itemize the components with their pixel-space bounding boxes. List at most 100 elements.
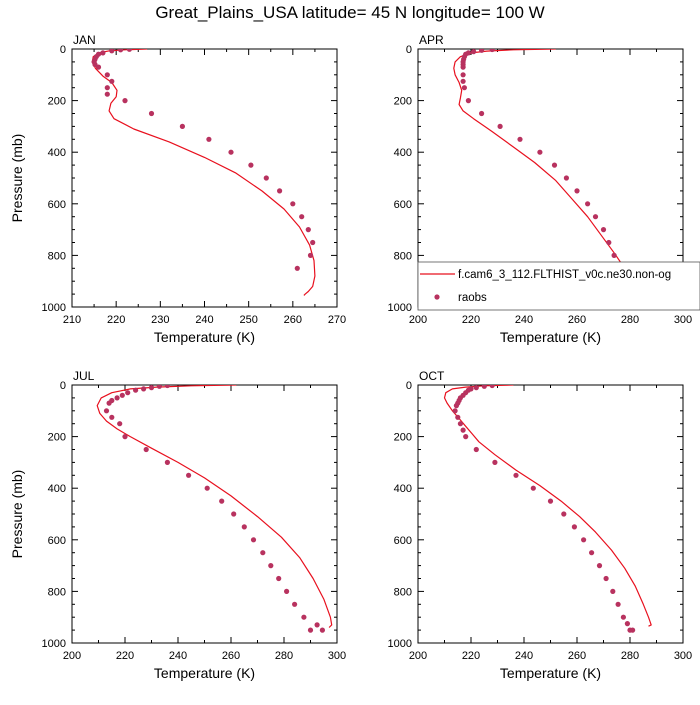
- oct-x-tick-label: 220: [462, 650, 480, 662]
- jan-obs-point: [206, 136, 212, 142]
- jul-obs-point: [307, 627, 314, 633]
- jan-x-axis-label: Temperature (K): [154, 329, 255, 345]
- jul-obs-point: [114, 395, 120, 401]
- oct-data-layer: [443, 385, 652, 633]
- oct-obs-point: [463, 434, 469, 440]
- oct-panel-title: OCT: [419, 369, 445, 383]
- jul-obs-point: [109, 414, 115, 420]
- oct-obs-point: [610, 588, 616, 595]
- jul-y-tick-label: 600: [48, 535, 66, 547]
- jul-obs-point: [241, 524, 247, 530]
- apr-obs-point: [489, 49, 495, 53]
- jan-obs-point: [179, 123, 185, 129]
- apr-obs-point: [471, 49, 477, 55]
- jul-obs-point: [148, 385, 155, 391]
- jul-obs-point: [301, 614, 307, 620]
- apr-x-tick-label: 300: [674, 314, 692, 326]
- jan-obs-point: [95, 64, 102, 70]
- jul-obs-point: [164, 459, 170, 465]
- apr-model-line: [453, 49, 638, 295]
- apr-obs-point: [600, 227, 607, 233]
- jan-obs-point: [109, 49, 115, 54]
- apr-data-layer: [453, 49, 638, 297]
- jul-obs-point: [125, 390, 131, 396]
- jan-data-layer: [91, 49, 316, 296]
- jan-x-tick-label: 220: [107, 314, 125, 326]
- jul-obs-point: [231, 511, 237, 517]
- oct-obs-point: [473, 385, 479, 391]
- panel-oct: 200 220 240 260 280 300 0 200 400 600 800 1000 OCT Te…: [388, 369, 693, 681]
- apr-obs-point: [497, 123, 503, 129]
- jul-y-tick-label: 200: [48, 432, 66, 444]
- jan-x-tick-label: 230: [151, 314, 169, 326]
- apr-obs-point: [461, 85, 467, 91]
- oct-y-tick-label: 0: [406, 380, 412, 392]
- apr-obs-point: [585, 201, 591, 207]
- oct-y-tick-label: 1000: [388, 638, 412, 650]
- oct-obs-point: [624, 621, 631, 627]
- jan-obs-point: [126, 49, 132, 52]
- apr-obs-point: [563, 175, 570, 181]
- legend: f.cam6_3_112.FLTHIST_v0c.ne30.non-ograob…: [417, 261, 700, 311]
- oct-obs-point: [571, 524, 578, 530]
- apr-obs-point: [551, 162, 558, 168]
- oct-y-tick-label: 600: [394, 535, 412, 547]
- jul-x-tick-label: 280: [275, 650, 293, 662]
- jul-y-axis-label: Pressure (mb): [9, 470, 25, 559]
- jan-obs-point: [104, 85, 110, 91]
- jan-obs-point: [148, 110, 155, 117]
- jul-obs-point: [103, 408, 110, 414]
- oct-x-axis-label: Temperature (K): [500, 665, 601, 681]
- jan-model-line: [91, 49, 316, 296]
- apr-obs-point: [592, 214, 599, 220]
- apr-obs-point: [460, 78, 466, 84]
- jan-x-tick-label: 260: [284, 314, 302, 326]
- apr-y-tick-label: 800: [394, 250, 412, 262]
- jul-obs-point: [164, 385, 170, 389]
- apr-x-axis-label: Temperature (K): [500, 329, 601, 345]
- jan-obs-point: [305, 227, 311, 233]
- oct-obs-point: [473, 446, 479, 453]
- oct-obs-point: [620, 614, 627, 620]
- jan-y-tick-label: 200: [48, 96, 66, 108]
- jul-data-layer: [96, 385, 333, 633]
- jan-y-tick-label: 600: [48, 199, 66, 211]
- apr-y-tick-label: 1000: [388, 302, 412, 314]
- jul-obs-point: [219, 498, 225, 504]
- oct-obs-point: [489, 385, 495, 389]
- jul-obs-point: [119, 392, 125, 398]
- oct-model-line: [443, 385, 652, 627]
- oct-obs-point: [530, 485, 536, 491]
- oct-obs-point: [615, 601, 621, 607]
- jan-x-tick-label: 250: [239, 314, 257, 326]
- jul-obs-point: [260, 550, 266, 556]
- jul-obs-point: [117, 421, 123, 427]
- oct-obs-point: [452, 408, 458, 414]
- panel-apr: 200 220 240 260 280 300 0 200 400 600 800 1000 APR Te…: [388, 33, 693, 345]
- jan-y-tick-label: 1000: [42, 302, 66, 314]
- jul-x-tick-label: 300: [328, 650, 346, 662]
- jan-obs-point: [104, 91, 110, 97]
- apr-y-tick-label: 0: [406, 44, 412, 56]
- oct-obs-point: [460, 427, 466, 433]
- apr-obs-point: [537, 149, 543, 155]
- jul-y-tick-label: 400: [48, 483, 66, 495]
- oct-obs-point: [596, 563, 603, 569]
- apr-y-tick-label: 200: [394, 96, 412, 108]
- jan-x-tick-label: 210: [63, 314, 81, 326]
- jan-obs-point: [294, 265, 300, 271]
- jul-obs-point: [268, 563, 274, 569]
- apr-obs-point: [460, 64, 466, 70]
- oct-obs-point: [492, 459, 498, 465]
- jan-obs-point: [290, 201, 296, 207]
- apr-y-tick-label: 400: [394, 147, 412, 159]
- legend-box: [417, 261, 700, 311]
- oct-x-tick-label: 300: [674, 650, 692, 662]
- jan-obs-point: [307, 252, 314, 258]
- oct-y-tick-label: 800: [394, 586, 412, 598]
- jul-obs-point: [276, 575, 282, 582]
- jul-obs-point: [106, 400, 112, 406]
- jan-y-tick-label: 800: [48, 250, 66, 262]
- jul-obs-point: [292, 601, 298, 607]
